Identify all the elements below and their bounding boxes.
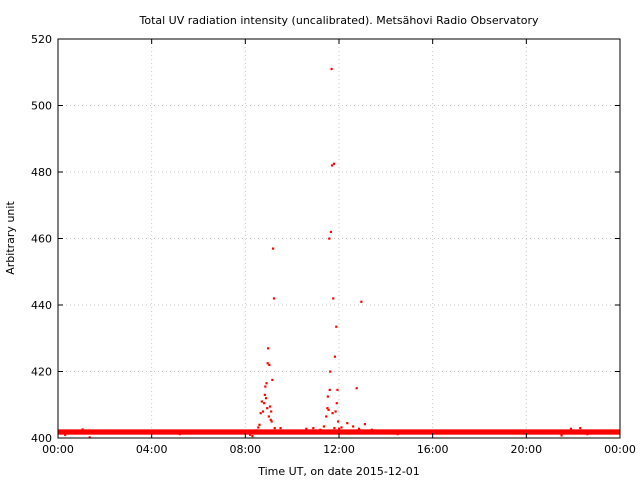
data-points [64,67,589,439]
data-point [81,428,84,431]
data-point [319,428,322,431]
x-tick-label: 08:00 [229,443,261,456]
data-point [272,297,276,300]
data-point [340,426,343,429]
data-point [266,362,269,365]
data-point [312,427,315,430]
y-tick-label: 480 [31,166,52,179]
y-tick-label: 520 [31,33,52,46]
data-point [265,382,268,385]
plot-frame [57,38,621,439]
data-point [357,427,361,430]
data-point [260,400,263,403]
data-point [346,422,349,425]
x-axis-label: Time UT, on date 2015-12-01 [257,465,420,478]
y-axis-label: Arbitrary unit [4,201,17,275]
data-point [335,325,338,328]
data-point [264,385,267,388]
data-point [569,427,573,430]
y-tick-label: 440 [31,299,52,312]
data-point [64,433,67,436]
x-tick-label: 16:00 [417,443,449,456]
data-point [326,407,329,410]
x-tick-label: 00:00 [604,443,636,456]
data-point [264,397,268,400]
data-point [261,410,265,413]
data-point [273,427,276,430]
y-tick-label: 400 [31,432,52,445]
data-point [325,415,328,418]
data-point [178,433,181,436]
baseline-band-fill [58,429,620,435]
x-tick-label: 04:00 [136,443,168,456]
data-point [259,412,262,415]
baseline-band [58,429,620,435]
data-point [263,402,266,405]
axis-ticks: 00:00 04:00 08:00 12:00 16:00 20:00 00:0040042… [31,33,636,456]
data-point [555,432,558,435]
data-point [263,393,266,396]
data-point [322,425,325,428]
x-tick-label: 20:00 [510,443,542,456]
data-point [328,388,331,391]
data-point [355,387,358,390]
data-point [360,300,363,303]
data-point [396,433,399,436]
data-point [106,429,109,432]
data-point [327,408,330,411]
data-point [275,432,279,435]
data-point [279,427,282,430]
data-point [271,247,275,250]
data-point [330,164,334,167]
data-point [330,67,333,71]
x-tick-label: 00:00 [42,443,74,456]
data-point [271,378,274,382]
data-point [337,420,340,423]
data-point [331,412,334,415]
data-point [257,426,260,429]
x-tick-label: 12:00 [323,443,355,456]
data-point [579,427,582,430]
data-point [336,388,339,391]
chart-title: Total UV radiation intensity (uncalibrat… [139,14,539,27]
data-point [249,433,252,436]
data-point [270,410,273,413]
data-point [251,435,254,438]
data-point [333,355,336,358]
data-point [254,429,258,432]
data-point [266,407,269,410]
data-point [338,427,341,430]
grid [58,39,620,438]
data-point [332,162,336,165]
data-point [267,415,270,418]
data-point [267,347,270,350]
y-tick-label: 460 [31,233,52,246]
data-point [560,434,563,437]
data-point [370,428,373,431]
data-point [335,402,338,405]
data-point [326,395,329,398]
data-point [268,405,272,408]
data-point [332,297,335,300]
data-point [268,363,271,367]
y-tick-label: 420 [31,366,52,379]
data-point [329,370,332,373]
data-point [328,237,331,240]
data-point [88,436,91,439]
data-point [352,425,355,428]
y-tick-label: 500 [31,100,52,113]
data-point [333,427,336,430]
data-point [270,420,273,423]
data-point [334,410,337,413]
data-point [363,423,366,426]
data-point [305,427,308,430]
data-point [269,418,272,421]
data-point [258,423,261,426]
data-point [586,433,589,436]
data-point [329,230,333,234]
